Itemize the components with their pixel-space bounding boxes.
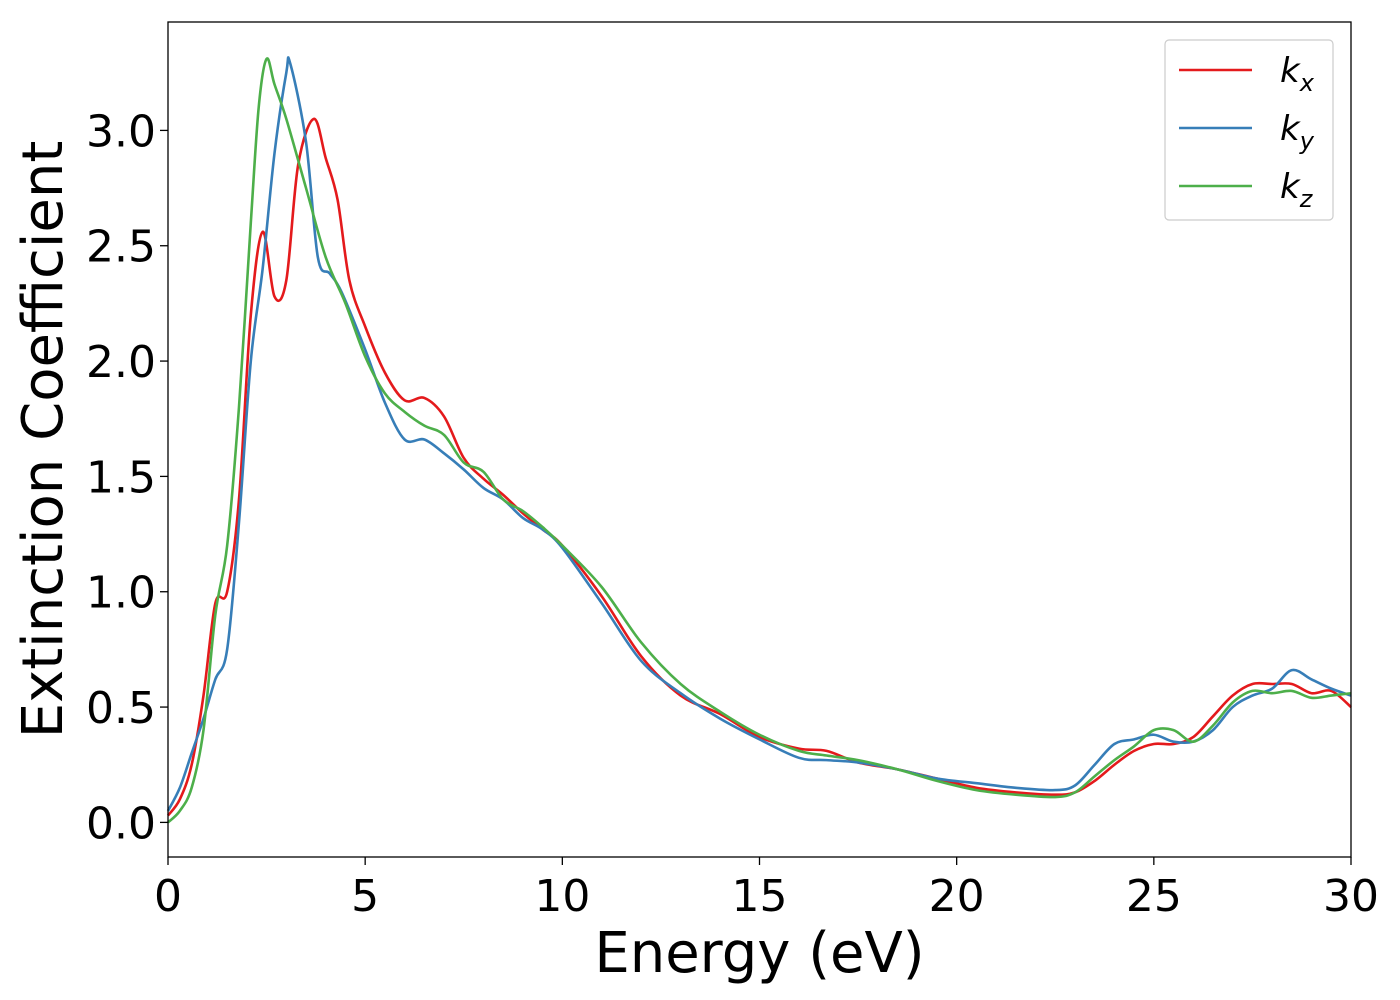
y-tick-label: 3.0 <box>86 106 156 157</box>
legend-label-x: kx <box>1280 51 1315 97</box>
x-tick-label: 5 <box>351 871 379 922</box>
y-axis-label: Extinction Coefficient <box>11 141 76 739</box>
y-axis-ticks: 0.0 0.5 1.0 1.5 2.0 2.5 3.0 <box>86 106 168 849</box>
x-axis-label: Energy (eV) <box>594 921 924 986</box>
x-tick-label: 15 <box>732 871 788 922</box>
x-tick-label: 30 <box>1323 871 1379 922</box>
series-line-k-y <box>166 56 1352 812</box>
y-tick-label: 0.0 <box>86 798 156 849</box>
x-axis-ticks: 0 5 10 15 20 25 30 <box>154 857 1379 922</box>
x-tick-label: 0 <box>154 871 182 922</box>
y-tick-label: 2.5 <box>86 222 156 273</box>
y-tick-label: 1.0 <box>86 568 156 619</box>
x-tick-label: 25 <box>1126 871 1182 922</box>
series-line-k-x <box>166 117 1352 817</box>
series-line-k-z <box>167 57 1352 824</box>
plot-lines <box>166 56 1352 824</box>
legend-label-z: kz <box>1280 167 1314 213</box>
y-tick-label: 1.5 <box>86 452 156 503</box>
x-tick-label: 10 <box>534 871 590 922</box>
y-tick-label: 0.5 <box>86 683 156 734</box>
x-tick-label: 20 <box>929 871 985 922</box>
legend-box <box>1164 39 1334 221</box>
y-tick-label: 2.0 <box>86 337 156 388</box>
legend-label-y: ky <box>1280 109 1315 155</box>
legend: kx ky kz <box>1164 39 1334 221</box>
